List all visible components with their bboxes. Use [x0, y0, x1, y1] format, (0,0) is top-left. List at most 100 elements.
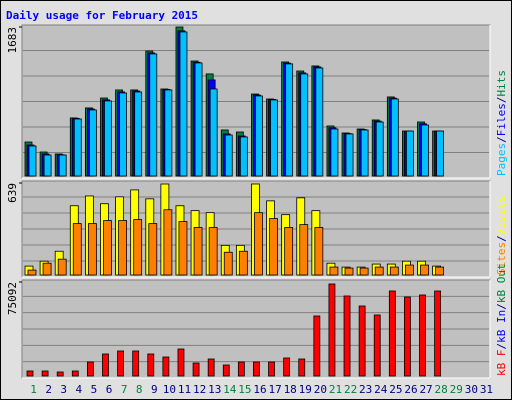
- bar: [406, 130, 414, 177]
- bar: [41, 370, 49, 377]
- y-tick-label: 639: [6, 183, 19, 203]
- bar: [285, 63, 294, 177]
- bar: [88, 109, 97, 177]
- bar: [104, 100, 112, 177]
- x-tick-label: 15: [238, 383, 251, 396]
- x-tick-label: 14: [223, 383, 237, 396]
- bar: [373, 314, 381, 377]
- x-tick-label: 8: [136, 383, 143, 396]
- bar: [405, 264, 414, 276]
- x-tick-label: 28: [435, 383, 448, 396]
- bar: [57, 258, 67, 276]
- bar: [270, 99, 278, 177]
- x-tick-label: 19: [299, 383, 312, 396]
- bar: [255, 95, 263, 177]
- bar: [421, 124, 429, 177]
- bar: [26, 370, 34, 377]
- bar: [300, 73, 309, 177]
- legend-entry: kB F: [495, 350, 508, 377]
- bar: [223, 251, 233, 276]
- bar: [237, 361, 245, 377]
- bar: [132, 350, 140, 377]
- bar: [329, 266, 339, 276]
- bar: [328, 283, 336, 377]
- bar: [148, 223, 158, 276]
- x-tick-label: 29: [450, 383, 463, 396]
- bar: [420, 264, 429, 276]
- bar: [162, 356, 170, 377]
- legend-entry: Files: [495, 103, 508, 136]
- bar: [224, 134, 233, 177]
- bar: [253, 361, 260, 377]
- bar: [73, 118, 82, 177]
- bar: [194, 62, 203, 177]
- bar: [147, 353, 155, 377]
- bar: [358, 305, 366, 377]
- legend-separator: /: [495, 97, 508, 104]
- bar: [268, 361, 275, 377]
- bar: [71, 370, 79, 377]
- bar: [103, 220, 112, 276]
- bar: [374, 266, 384, 276]
- legend: Sites/Visits: [495, 196, 508, 276]
- bar: [72, 223, 82, 276]
- bar: [315, 67, 324, 177]
- x-tick-label: 3: [60, 383, 67, 396]
- legend-entry: kB In: [495, 310, 508, 343]
- bar: [389, 266, 399, 276]
- bar: [299, 224, 309, 276]
- bar: [117, 350, 124, 377]
- bar: [239, 136, 248, 177]
- bar: [344, 267, 354, 276]
- x-tick-label: 21: [329, 383, 342, 396]
- bar: [404, 296, 411, 377]
- bar: [192, 362, 200, 377]
- bar: [375, 121, 384, 177]
- x-tick-label: 18: [284, 383, 297, 396]
- bar: [330, 128, 339, 177]
- legend: Pages/Files/Hits: [495, 70, 508, 176]
- bar: [133, 219, 143, 276]
- bar: [390, 98, 399, 177]
- bar: [58, 154, 67, 177]
- bar: [149, 53, 158, 177]
- x-tick-label: 17: [268, 383, 281, 396]
- bar: [178, 221, 188, 276]
- bar: [388, 290, 396, 377]
- x-tick-label: 24: [374, 383, 388, 396]
- bar: [313, 315, 321, 377]
- bar: [163, 209, 173, 276]
- bar: [314, 227, 324, 276]
- x-tick-label: 7: [121, 383, 128, 396]
- x-tick-label: 10: [163, 383, 176, 396]
- x-tick-label: 13: [208, 383, 221, 396]
- bar: [87, 223, 97, 276]
- bar: [118, 220, 127, 276]
- bar: [119, 92, 127, 177]
- bar: [27, 269, 37, 276]
- bar: [359, 267, 369, 276]
- bar: [86, 361, 94, 377]
- x-tick-label: 27: [419, 383, 432, 396]
- x-tick-label: 20: [314, 383, 327, 396]
- bar: [28, 145, 37, 177]
- x-tick-label: 25: [389, 383, 402, 396]
- bar: [269, 218, 278, 276]
- chart-title: Daily usage for February 2015: [6, 9, 198, 22]
- x-tick-label: 11: [178, 383, 191, 396]
- bar: [436, 130, 445, 177]
- bar: [164, 89, 173, 177]
- x-tick-label: 9: [151, 383, 158, 396]
- x-tick-label: 2: [45, 383, 52, 396]
- legend-entry: Visits: [495, 196, 508, 236]
- x-tick-label: 26: [404, 383, 417, 396]
- bar: [209, 88, 218, 177]
- bar: [193, 227, 203, 276]
- legend-separator: /: [495, 343, 508, 350]
- legend-entry: Hits: [495, 70, 508, 97]
- bar: [222, 364, 230, 377]
- y-tick-label: 1683: [6, 27, 19, 54]
- x-tick-label: 4: [76, 383, 83, 396]
- bar: [435, 266, 445, 276]
